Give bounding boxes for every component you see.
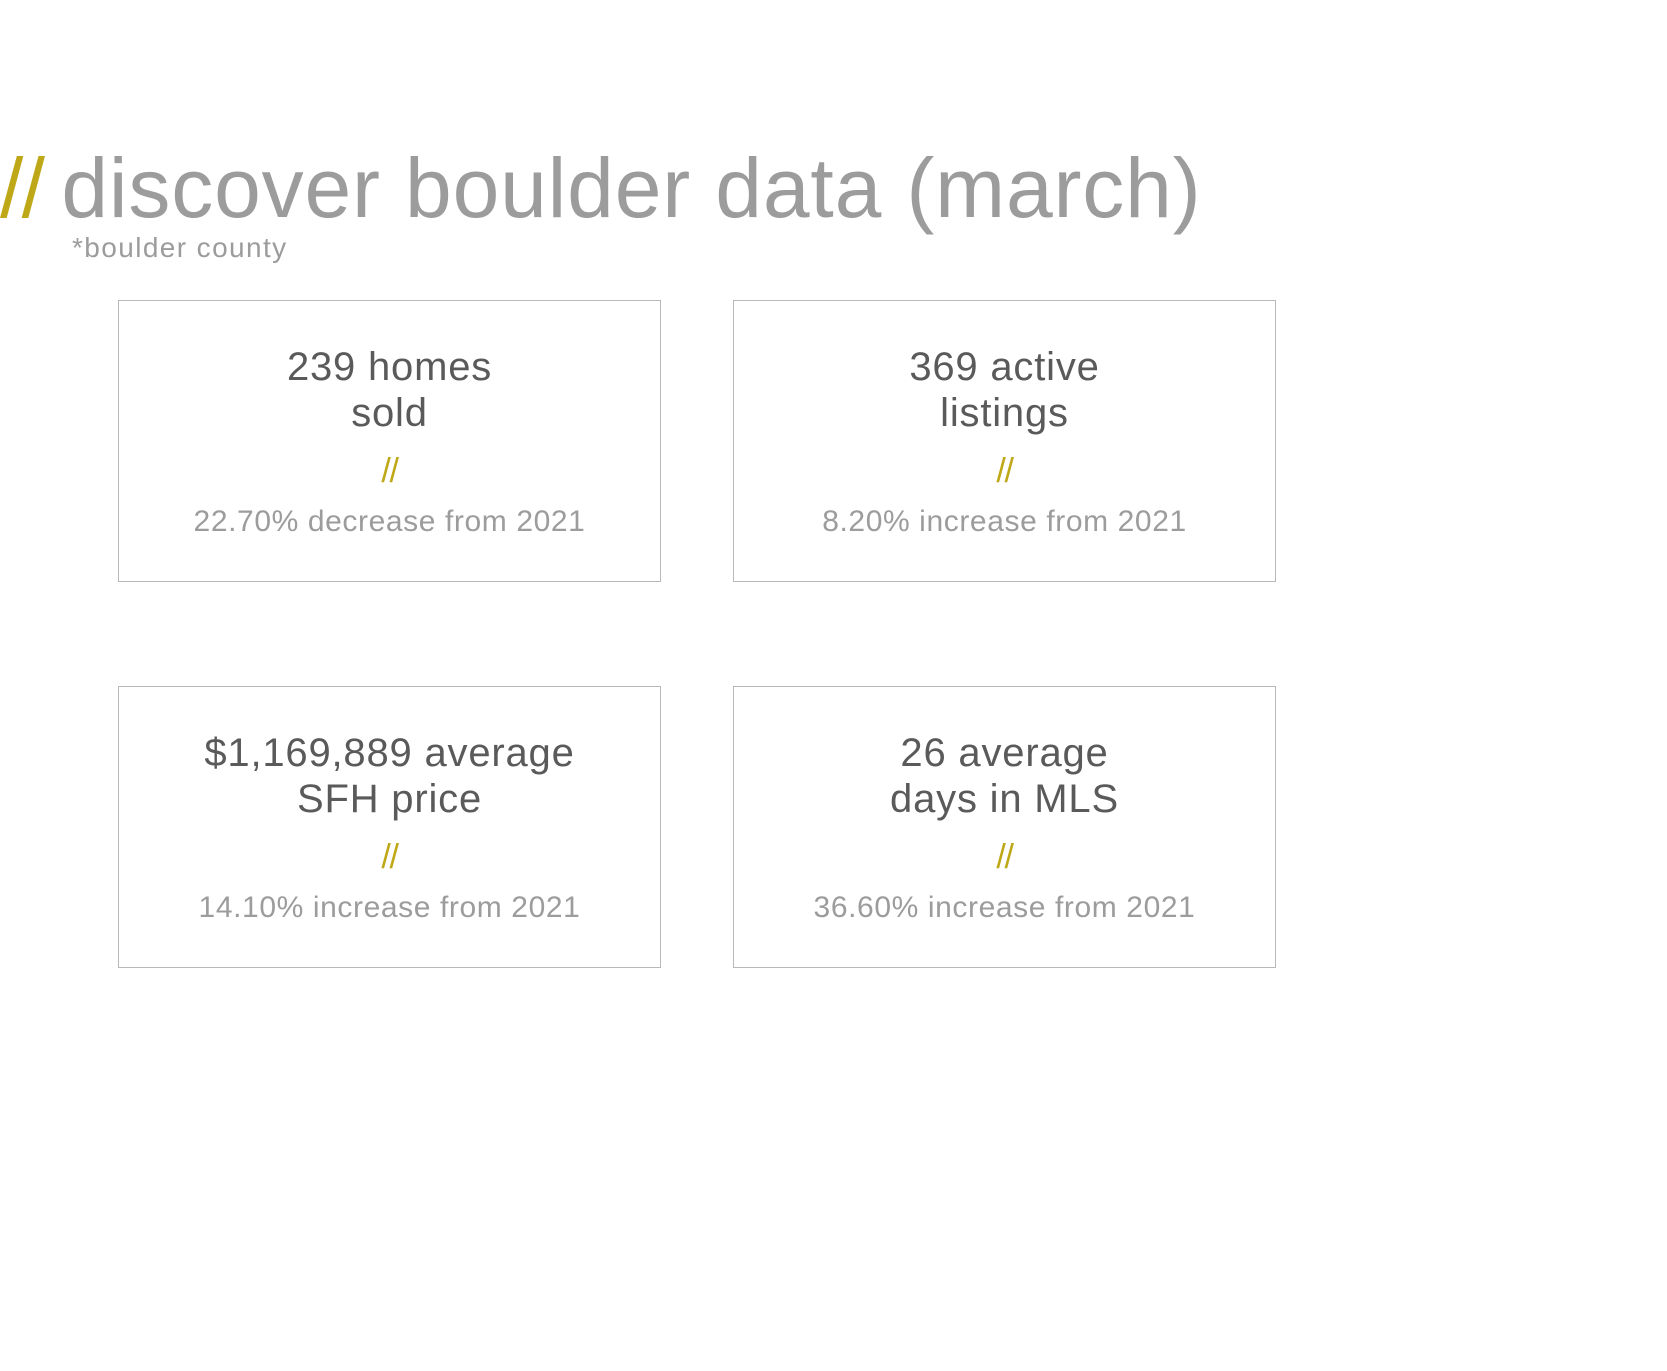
stat-value: 26 average days in MLS xyxy=(890,730,1119,822)
stat-change: 8.20% increase from 2021 xyxy=(822,505,1187,539)
page-subtitle: *boulder county xyxy=(72,232,288,264)
page-header: // discover boulder data (march) xyxy=(0,140,1202,237)
page-title: discover boulder data (march) xyxy=(61,140,1201,237)
stat-line2: days in MLS xyxy=(890,777,1119,821)
divider-slashes-icon: // xyxy=(996,452,1012,491)
stat-line1: 239 homes xyxy=(287,345,492,389)
stat-line2: listings xyxy=(940,391,1069,435)
stat-card-homes-sold: 239 homes sold // 22.70% decrease from 2… xyxy=(118,300,661,582)
stat-change: 14.10% increase from 2021 xyxy=(199,891,581,925)
divider-slashes-icon: // xyxy=(381,452,397,491)
stat-card-active-listings: 369 active listings // 8.20% increase fr… xyxy=(733,300,1276,582)
stat-change: 36.60% increase from 2021 xyxy=(814,891,1196,925)
stat-value: 239 homes sold xyxy=(287,344,492,436)
stat-line1: 26 average xyxy=(900,731,1108,775)
stats-grid: 239 homes sold // 22.70% decrease from 2… xyxy=(118,300,1276,968)
stat-line2: sold xyxy=(351,391,428,435)
stat-value: $1,169,889 average SFH price xyxy=(204,730,574,822)
stat-line2: SFH price xyxy=(297,777,482,821)
stat-card-days-in-mls: 26 average days in MLS // 36.60% increas… xyxy=(733,686,1276,968)
divider-slashes-icon: // xyxy=(996,838,1012,877)
header-slashes-accent: // xyxy=(0,140,43,237)
stat-line1: 369 active xyxy=(909,345,1099,389)
stat-value: 369 active listings xyxy=(909,344,1099,436)
divider-slashes-icon: // xyxy=(381,838,397,877)
stat-change: 22.70% decrease from 2021 xyxy=(194,505,586,539)
stat-line1: $1,169,889 average xyxy=(204,731,574,775)
stat-card-avg-price: $1,169,889 average SFH price // 14.10% i… xyxy=(118,686,661,968)
